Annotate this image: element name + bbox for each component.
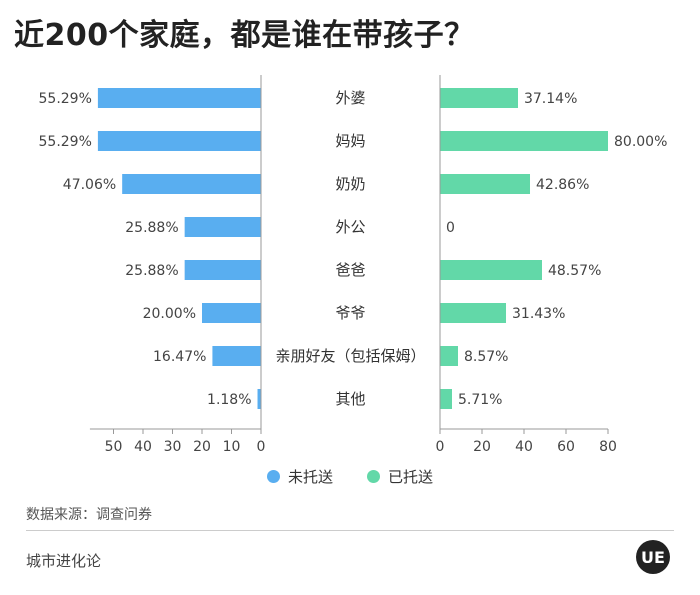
tick-label-left: 40	[134, 439, 152, 455]
data-label-left: 25.88%	[125, 220, 178, 236]
bar-left	[184, 260, 261, 280]
data-label-left: 25.88%	[125, 263, 178, 279]
legend: 未托送 已托送	[0, 466, 700, 487]
data-label-right: 0	[446, 220, 455, 236]
category-label: 爷爷	[335, 304, 365, 322]
category-label: 外婆	[335, 89, 365, 107]
category-label: 其他	[335, 390, 365, 408]
data-label-right: 42.86%	[536, 177, 589, 193]
bar-right	[440, 389, 452, 409]
legend-label-left: 未托送	[287, 468, 333, 486]
tick-label-left: 20	[193, 439, 211, 455]
legend-item-left[interactable]: 未托送	[266, 466, 333, 487]
tick-label-right: 40	[515, 439, 533, 455]
tick-label-left: 0	[257, 439, 266, 455]
bar-right	[440, 174, 531, 194]
bar-right	[440, 88, 518, 108]
butterfly-bar-chart: 55.29% 37.14% 外婆 55.29% 80.00% 妈妈 47.06% 42.86%…	[39, 75, 667, 455]
tick-label-right: 60	[557, 439, 575, 455]
bar-right	[440, 346, 458, 366]
data-label-right: 31.43%	[512, 306, 565, 322]
data-label-left: 47.06%	[63, 177, 116, 193]
legend-dot-right-icon	[367, 470, 380, 483]
bar-left	[257, 389, 261, 409]
tick-label-right: 20	[473, 439, 491, 455]
data-label-right: 48.57%	[548, 263, 601, 279]
data-label-left: 16.47%	[153, 349, 206, 365]
data-label-left: 1.18%	[207, 392, 251, 408]
category-label: 爸爸	[335, 261, 365, 279]
data-source: 数据来源：调查问券	[26, 507, 152, 523]
category-label: 亲朋好友（包括保姆）	[275, 347, 425, 365]
bar-left	[184, 217, 261, 237]
tick-label-left: 10	[223, 439, 241, 455]
data-label-right: 5.71%	[458, 392, 502, 408]
bar-left	[122, 174, 261, 194]
data-label-left: 55.29%	[39, 134, 92, 150]
legend-item-right[interactable]: 已托送	[367, 466, 433, 487]
legend-dot-left-icon	[266, 470, 280, 483]
brand-name: 城市进化论	[26, 552, 102, 570]
data-label-right: 80.00%	[614, 134, 667, 150]
tick-label-right: 0	[436, 439, 445, 455]
legend-label-right: 已托送	[388, 468, 434, 486]
bar-right	[440, 131, 608, 151]
divider	[26, 530, 674, 531]
tick-label-left: 50	[105, 439, 123, 455]
data-label-right: 37.14%	[524, 91, 577, 107]
category-label: 奶奶	[335, 175, 365, 193]
chart-title: 近200个家庭，都是谁在带孩子？	[14, 18, 475, 53]
tick-label-left: 30	[164, 439, 182, 455]
tick-label-right: 80	[599, 439, 617, 455]
bar-right	[440, 260, 542, 280]
brand-logo-icon: UE	[636, 540, 670, 574]
bar-right	[440, 303, 507, 323]
category-label: 外公	[335, 218, 365, 236]
bar-left	[212, 346, 261, 366]
data-label-right: 8.57%	[464, 349, 508, 365]
data-label-left: 55.29%	[39, 91, 92, 107]
data-label-left: 20.00%	[143, 306, 196, 322]
bar-left	[97, 88, 261, 108]
bar-left	[97, 131, 261, 151]
category-label: 妈妈	[335, 132, 365, 150]
bar-left	[202, 303, 261, 323]
